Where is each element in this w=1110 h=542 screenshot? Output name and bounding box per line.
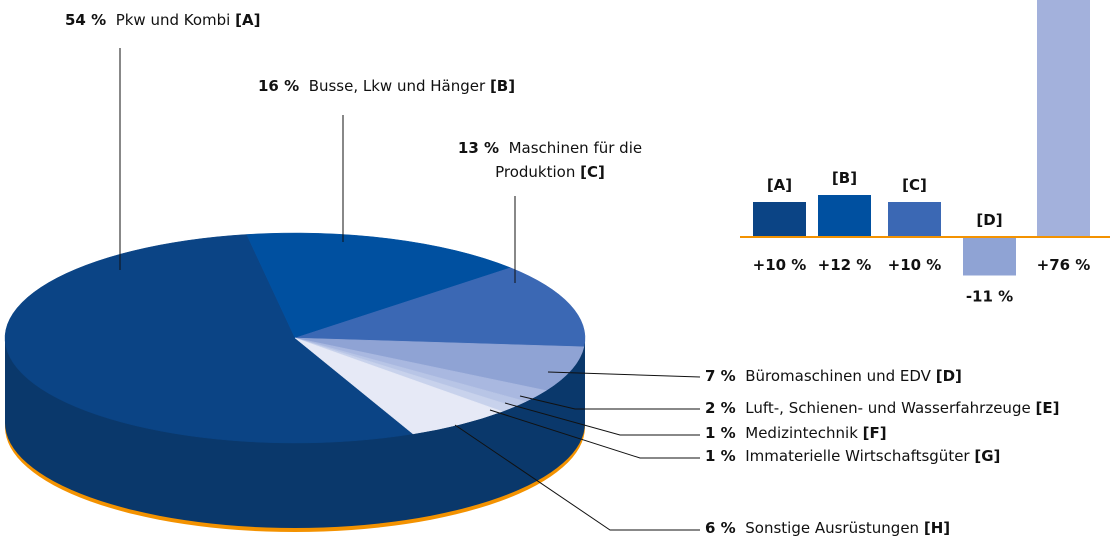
value-label: 2 % (705, 399, 736, 417)
leader-line (504, 402, 700, 436)
key-label: [G] (974, 447, 1001, 465)
slice-label: 6 % Sonstige Ausrüstungen [H] (705, 516, 950, 540)
pie-slice (246, 232, 512, 339)
bar-category: [A] (767, 176, 792, 194)
category-label: Immaterielle Wirtschaftsgüter (745, 447, 970, 465)
category-label: Medizintechnik (745, 424, 858, 442)
bar (888, 202, 941, 237)
pie-slice (294, 337, 503, 435)
key-label: [B] (489, 77, 516, 95)
bar-category: [D] (976, 211, 1002, 229)
bar-value-label: -11 % (966, 288, 1013, 306)
slice-label: 2 % Luft-, Schienen- und Wasserfahrzeuge… (705, 396, 1059, 420)
category-label: Maschinen für die Produktion (495, 139, 643, 181)
value-label: 13 % (457, 139, 500, 157)
category-label: Pkw und Kombi (115, 11, 231, 29)
leader-line (547, 371, 701, 378)
slice-label: 1 % Immaterielle Wirtschaftsgüter [G] (705, 444, 1000, 468)
bar (1037, 0, 1090, 237)
pie-slice (294, 337, 585, 391)
leader-line (489, 409, 700, 459)
category-label: Busse, Lkw und Hänger (308, 77, 486, 95)
bar-value-label: +12 % (818, 256, 872, 274)
value-label: 1 % (705, 424, 736, 442)
bar (963, 237, 1016, 276)
key-label: [H] (923, 519, 951, 537)
bar (818, 195, 871, 237)
bar-value-label: +10 % (753, 256, 807, 274)
bar (753, 202, 806, 237)
slice-label: 7 % Büromaschinen und EDV [D] (705, 364, 962, 388)
key-label: [C] (580, 163, 605, 181)
bar-value-label: +10 % (888, 256, 942, 274)
category-label: Büromaschinen und EDV (745, 367, 931, 385)
key-label: [F] (862, 424, 887, 442)
leader-line (519, 395, 700, 410)
bar-category: [B] (832, 169, 857, 187)
pie-slice (294, 267, 586, 348)
bar-category: [C] (902, 176, 927, 194)
value-label: 16 % (258, 77, 300, 95)
category-label: Sonstige Ausrüstungen (745, 519, 920, 537)
slice-label: 1 % Medizintechnik [F] (705, 421, 887, 445)
value-label: 6 % (705, 519, 736, 537)
category-label: Luft-, Schienen- und Wasserfahrzeuge (745, 399, 1031, 417)
slice-label: 13 % Maschinen für die Produktion [C] (440, 136, 660, 184)
key-label: [E] (1035, 399, 1060, 417)
key-label: [A] (235, 11, 261, 29)
value-label: 1 % (705, 447, 736, 465)
value-label: 54 % (65, 11, 107, 29)
slice-label: 54 % Pkw und Kombi [A] (65, 8, 260, 32)
bar-value-label: +76 % (1037, 256, 1091, 274)
value-label: 7 % (705, 367, 736, 385)
pie-slice (4, 234, 414, 444)
slice-label: 16 % Busse, Lkw und Hänger [B] (258, 74, 515, 98)
key-label: [D] (935, 367, 962, 385)
leader-line (454, 424, 700, 531)
